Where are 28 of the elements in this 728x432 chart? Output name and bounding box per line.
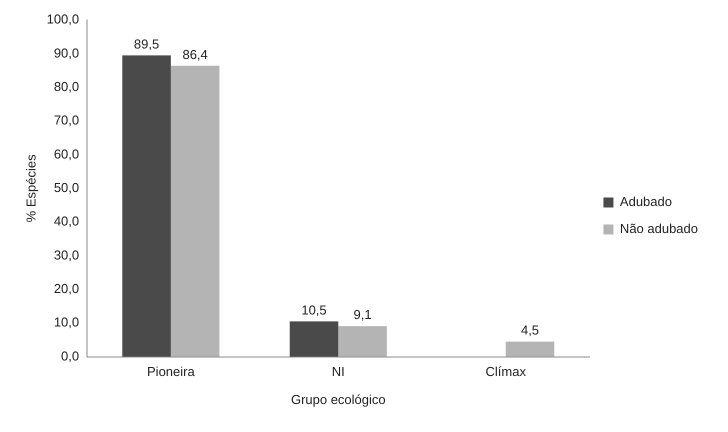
y-tick-label: 80,0 xyxy=(54,78,80,94)
bar xyxy=(506,342,554,357)
bar xyxy=(290,321,338,357)
legend-label: Adubado xyxy=(620,194,672,210)
data-label: 4,5 xyxy=(520,322,540,338)
bar xyxy=(170,66,220,357)
x-tick-label: NI xyxy=(332,364,345,380)
y-tick-label: 40,0 xyxy=(54,214,80,229)
data-label: 10,5 xyxy=(301,302,327,318)
data-label: 89,5 xyxy=(134,36,160,52)
x-tick-label: Pioneira xyxy=(146,364,196,380)
y-tick-label: 0,0 xyxy=(61,348,80,364)
y-tick-label: 90,0 xyxy=(54,45,80,60)
data-label: 86,4 xyxy=(182,46,208,62)
y-tick-label: 70,0 xyxy=(54,112,80,128)
y-tick-label: 100,0 xyxy=(46,12,80,27)
y-tick-label: 20,0 xyxy=(54,281,80,296)
y-tick-label: 10,0 xyxy=(54,314,80,330)
bar xyxy=(338,326,387,357)
bar xyxy=(122,55,171,357)
y-tick-label: 60,0 xyxy=(54,146,80,162)
legend-label: Não adubado xyxy=(620,221,698,236)
y-tick-label: 50,0 xyxy=(54,180,80,195)
x-tick-label: Clímax xyxy=(485,364,526,380)
y-axis-title: % Espécies xyxy=(23,154,38,222)
y-tick-label: 30,0 xyxy=(54,247,80,262)
x-axis-title: Grupo ecológico xyxy=(290,392,386,407)
data-label: 9,1 xyxy=(354,307,372,322)
